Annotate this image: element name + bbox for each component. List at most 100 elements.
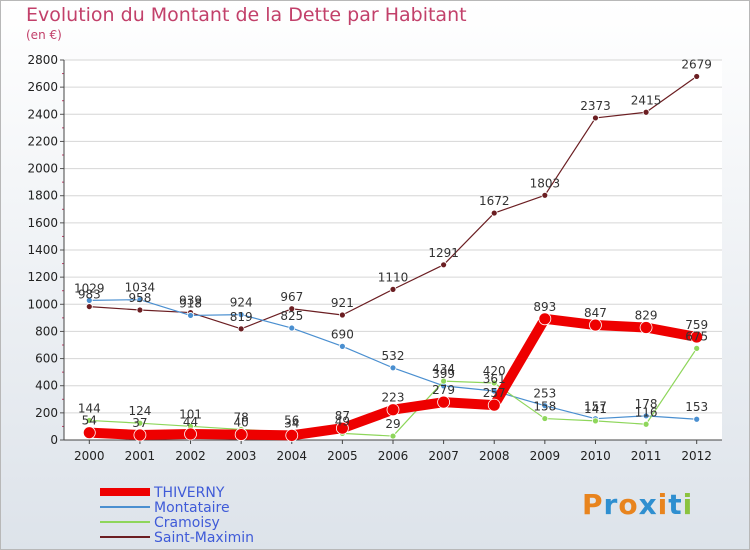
chart-subtitle: (en €) xyxy=(26,28,62,42)
chart-title: Evolution du Montant de la Dette par Hab… xyxy=(26,4,467,26)
data-point-thiverny xyxy=(335,421,349,435)
data-label-montataire: 153 xyxy=(685,400,708,414)
data-label-thiverny: 223 xyxy=(382,391,405,405)
data-point-cramoisy xyxy=(85,417,93,424)
data-label-thiverny: 829 xyxy=(635,308,658,322)
y-tick-label: 1600 xyxy=(27,216,58,230)
y-tick-label: 2200 xyxy=(27,134,58,148)
data-point-montataire xyxy=(187,312,194,319)
legend-label-montataire: Montataire xyxy=(154,500,230,516)
data-point-saint-maximin xyxy=(389,285,397,293)
legend-label-cramoisy: Cramoisy xyxy=(154,515,220,531)
proxiti-logo: Proxiti xyxy=(582,488,693,521)
data-label-saint-maximin: 2679 xyxy=(681,57,712,71)
data-label-saint-maximin: 939 xyxy=(179,294,202,308)
data-point-cramoisy xyxy=(693,344,701,352)
data-label-thiverny: 759 xyxy=(685,318,708,332)
data-point-cramoisy xyxy=(440,377,448,385)
x-tick-label: 2003 xyxy=(226,449,257,463)
x-tick-label: 2006 xyxy=(378,449,409,463)
data-point-cramoisy xyxy=(389,432,397,440)
data-point-montataire xyxy=(85,296,93,304)
data-label-cramoisy: 434 xyxy=(432,362,455,376)
y-tick-label: 2000 xyxy=(27,162,58,176)
data-label-saint-maximin: 2415 xyxy=(631,93,662,107)
data-point-saint-maximin xyxy=(237,325,245,333)
data-label-montataire: 924 xyxy=(230,296,253,310)
data-label-montataire: 178 xyxy=(635,397,658,411)
x-tick-label: 2002 xyxy=(175,449,206,463)
x-tick-label: 2008 xyxy=(479,449,510,463)
x-tick-label: 2010 xyxy=(580,449,611,463)
data-point-cramoisy xyxy=(136,419,144,427)
data-point-saint-maximin xyxy=(288,305,296,313)
data-point-thiverny xyxy=(184,427,197,441)
data-point-saint-maximin xyxy=(85,303,93,310)
y-tick-label: 2600 xyxy=(27,80,58,94)
data-label-thiverny: 37 xyxy=(132,416,147,430)
logo-letter: t xyxy=(668,488,683,521)
data-label-montataire: 361 xyxy=(483,372,506,386)
data-point-saint-maximin xyxy=(693,73,701,80)
data-point-thiverny xyxy=(133,428,147,442)
data-label-thiverny: 257 xyxy=(483,386,506,400)
data-point-montataire xyxy=(237,311,245,319)
data-point-saint-maximin xyxy=(541,191,549,199)
data-label-thiverny: 40 xyxy=(234,416,249,430)
data-label-cramoisy: 124 xyxy=(128,404,151,418)
data-label-cramoisy: 56 xyxy=(284,413,299,427)
data-label-thiverny: 279 xyxy=(432,383,455,397)
data-label-saint-maximin: 1803 xyxy=(530,176,561,190)
y-tick-label: 1400 xyxy=(27,243,58,257)
logo-letter: r xyxy=(603,488,619,521)
data-label-thiverny: 893 xyxy=(533,300,556,314)
data-label-cramoisy: 29 xyxy=(385,417,400,431)
data-point-cramoisy xyxy=(592,417,599,425)
logo-letter: P xyxy=(582,488,604,521)
data-label-saint-maximin: 1110 xyxy=(378,270,409,284)
data-point-saint-maximin xyxy=(642,108,650,116)
data-point-saint-maximin xyxy=(440,261,448,269)
data-point-thiverny xyxy=(285,428,299,442)
data-point-montataire xyxy=(338,342,346,350)
data-point-montataire xyxy=(288,324,296,332)
data-point-montataire xyxy=(541,402,549,410)
data-label-montataire: 918 xyxy=(179,296,202,310)
data-point-thiverny xyxy=(386,403,400,417)
y-tick-label: 1000 xyxy=(27,297,58,311)
data-label-saint-maximin: 983 xyxy=(78,288,101,302)
y-tick-label: 600 xyxy=(35,352,58,366)
logo-letter: x xyxy=(638,488,658,521)
y-tick-label: 0 xyxy=(50,433,58,447)
data-label-cramoisy: 101 xyxy=(179,407,202,421)
logo-letter: i xyxy=(682,488,694,521)
data-point-montataire xyxy=(389,364,397,372)
data-point-saint-maximin xyxy=(136,306,144,314)
data-label-cramoisy: 158 xyxy=(533,400,556,414)
y-tick-label: 2800 xyxy=(27,53,58,67)
y-tick-label: 1800 xyxy=(27,189,58,203)
y-tick-label: 200 xyxy=(35,406,58,420)
x-tick-label: 2009 xyxy=(530,449,561,463)
data-point-cramoisy xyxy=(541,415,549,422)
data-label-thiverny: 34 xyxy=(284,416,299,430)
data-point-montataire xyxy=(136,296,144,304)
x-tick-label: 2011 xyxy=(631,449,662,463)
data-label-saint-maximin: 921 xyxy=(331,296,354,310)
x-tick-label: 2007 xyxy=(428,449,459,463)
data-label-saint-maximin: 819 xyxy=(230,310,253,324)
data-label-montataire: 253 xyxy=(533,387,556,401)
data-label-thiverny: 54 xyxy=(82,414,97,428)
data-point-thiverny xyxy=(487,398,501,412)
data-label-thiverny: 44 xyxy=(183,415,198,429)
y-tick-label: 1200 xyxy=(27,270,58,284)
y-tick-label: 400 xyxy=(35,379,58,393)
data-point-thiverny xyxy=(234,428,248,441)
data-label-cramoisy: 116 xyxy=(635,405,658,419)
data-label-montataire: 690 xyxy=(331,327,354,341)
data-label-montataire: 1029 xyxy=(74,281,105,295)
x-tick-label: 2005 xyxy=(327,449,358,463)
legend-label-saint-maximin: Saint-Maximin xyxy=(154,530,254,546)
data-point-thiverny xyxy=(639,321,653,334)
